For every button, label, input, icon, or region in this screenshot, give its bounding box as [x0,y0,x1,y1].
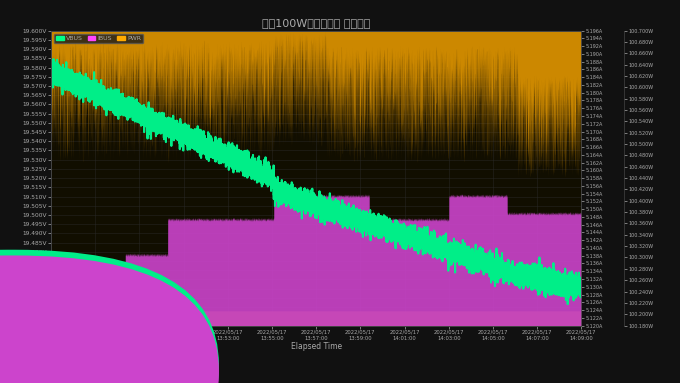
Title: 倍思100W桌面充电器 满载测试: 倍思100W桌面充电器 满载测试 [262,18,371,28]
Text: 统计  累计时间  电量 Ah  能量 Wh  计数 Points
      0:30:0   2.5775  56.2954   90048
      0: 统计 累计时间 电量 Ah 能量 Wh 计数 Points 0:30:0 2.5… [7,337,107,350]
Legend: VBUS, IBUS, PWR: VBUS, IBUS, PWR [54,34,143,43]
X-axis label: Elapsed Time: Elapsed Time [290,342,342,351]
